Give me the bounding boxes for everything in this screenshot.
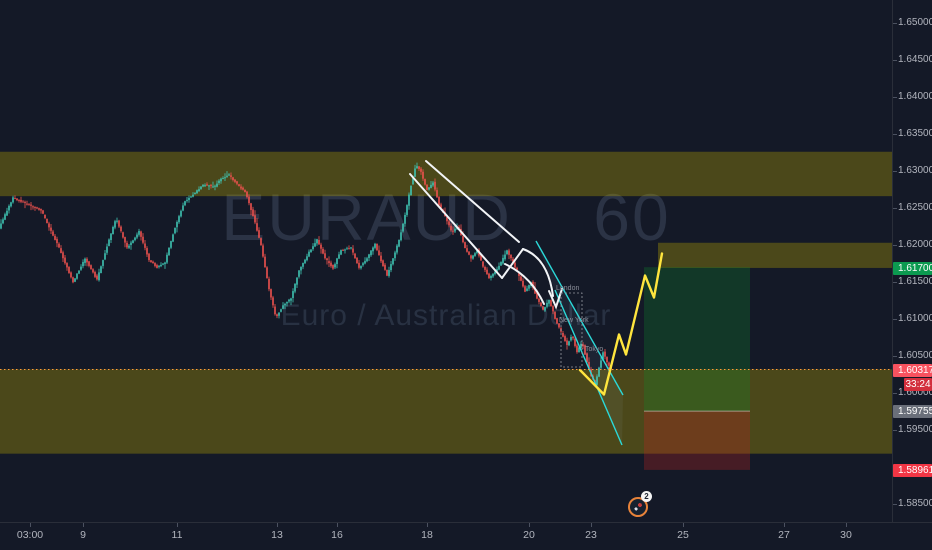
price-tick-label: 1.62500 xyxy=(898,202,932,213)
price-label-target: 1.61700 xyxy=(893,261,932,275)
session-label: New York xyxy=(559,317,589,324)
price-chart-canvas[interactable]: London New York Tokyo xyxy=(0,0,892,522)
price-tick-mark xyxy=(893,23,897,24)
session-label: London xyxy=(556,285,579,292)
price-tick-label: 1.63500 xyxy=(898,128,932,139)
cyan-channel-line-2 xyxy=(554,289,623,446)
white-channel-path-5 xyxy=(504,263,545,305)
time-label: 16 xyxy=(331,529,343,541)
time-tick-mark xyxy=(337,523,338,527)
time-tick-mark xyxy=(683,523,684,527)
price-tick-label: 1.60500 xyxy=(898,350,932,361)
idea-avatar-icon[interactable] xyxy=(628,497,648,517)
cyan-channel-fill xyxy=(536,241,623,445)
white-channel-path-2 xyxy=(409,173,503,279)
projection-zigzag xyxy=(578,252,664,396)
time-axis[interactable]: 03:00 9 11 13 16 18 20 23 25 27 30 xyxy=(0,522,932,550)
time-tick-mark xyxy=(177,523,178,527)
price-tick-label: 1.64500 xyxy=(898,54,932,65)
time-tick-mark xyxy=(427,523,428,527)
time-tick-mark xyxy=(846,523,847,527)
time-tick-mark xyxy=(83,523,84,527)
price-tick-label: 1.63000 xyxy=(898,165,932,176)
price-tick-label: 1.60000 xyxy=(898,387,932,398)
zone-demand-lower xyxy=(0,369,892,454)
price-label-last-price: 1.60317 xyxy=(893,363,932,377)
time-label: 20 xyxy=(523,529,535,541)
price-tick-mark xyxy=(893,393,897,394)
white-channel-path-1 xyxy=(425,160,520,243)
price-tick-label: 1.61000 xyxy=(898,313,932,324)
position-loss-box xyxy=(644,411,750,470)
time-label: 27 xyxy=(778,529,790,541)
price-tick-mark xyxy=(893,60,897,61)
price-tick-mark xyxy=(893,208,897,209)
zone-supply-upper xyxy=(0,151,892,197)
time-label: 9 xyxy=(80,529,86,541)
time-label: 18 xyxy=(421,529,433,541)
price-label-stop: 1.58961 xyxy=(893,463,932,477)
price-axis[interactable]: 1.65000 1.64500 1.64000 1.63500 1.63000 1.625… xyxy=(892,0,932,522)
price-tick-mark xyxy=(893,356,897,357)
price-tick-label: 1.64000 xyxy=(898,91,932,102)
time-tick-mark xyxy=(591,523,592,527)
price-tick-mark xyxy=(893,134,897,135)
white-channel-path-6 xyxy=(548,288,563,310)
price-label-bar-countdown: 33:24 xyxy=(904,377,932,391)
price-tick-label: 1.58500 xyxy=(898,498,932,509)
time-label: 30 xyxy=(840,529,852,541)
time-tick-mark xyxy=(277,523,278,527)
session-label: Tokyo xyxy=(585,346,603,353)
time-label: 11 xyxy=(171,529,183,541)
price-tick-mark xyxy=(893,171,897,172)
price-tick-label: 1.59500 xyxy=(898,424,932,435)
price-label-entry: 1.59755 xyxy=(893,404,932,418)
time-label: 23 xyxy=(585,529,597,541)
time-tick-mark xyxy=(30,523,31,527)
time-label: 13 xyxy=(271,529,283,541)
zone-supply-mid xyxy=(658,242,892,268)
time-tick-mark xyxy=(784,523,785,527)
position-profit-box xyxy=(644,267,750,412)
time-tick-mark xyxy=(529,523,530,527)
chart-pane[interactable]: EURAUD 60 Euro / Australian Dollar Londo… xyxy=(0,0,892,522)
price-tick-mark xyxy=(893,504,897,505)
white-channel-path-4 xyxy=(522,248,554,297)
idea-count-badge: 2 xyxy=(641,491,652,502)
price-tick-mark xyxy=(893,319,897,320)
white-channel-path-3 xyxy=(501,248,524,279)
price-tick-mark xyxy=(893,430,897,431)
price-tick-label: 1.62000 xyxy=(898,239,932,250)
dashed-selection-box xyxy=(560,292,583,368)
price-tick-label: 1.61500 xyxy=(898,276,932,287)
price-tick-mark xyxy=(893,282,897,283)
candlestick-series xyxy=(0,162,612,387)
time-label: 25 xyxy=(677,529,689,541)
price-tick-label: 1.65000 xyxy=(898,17,932,28)
price-tick-mark xyxy=(893,97,897,98)
price-tick-mark xyxy=(893,245,897,246)
time-label: 03:00 xyxy=(16,529,44,541)
